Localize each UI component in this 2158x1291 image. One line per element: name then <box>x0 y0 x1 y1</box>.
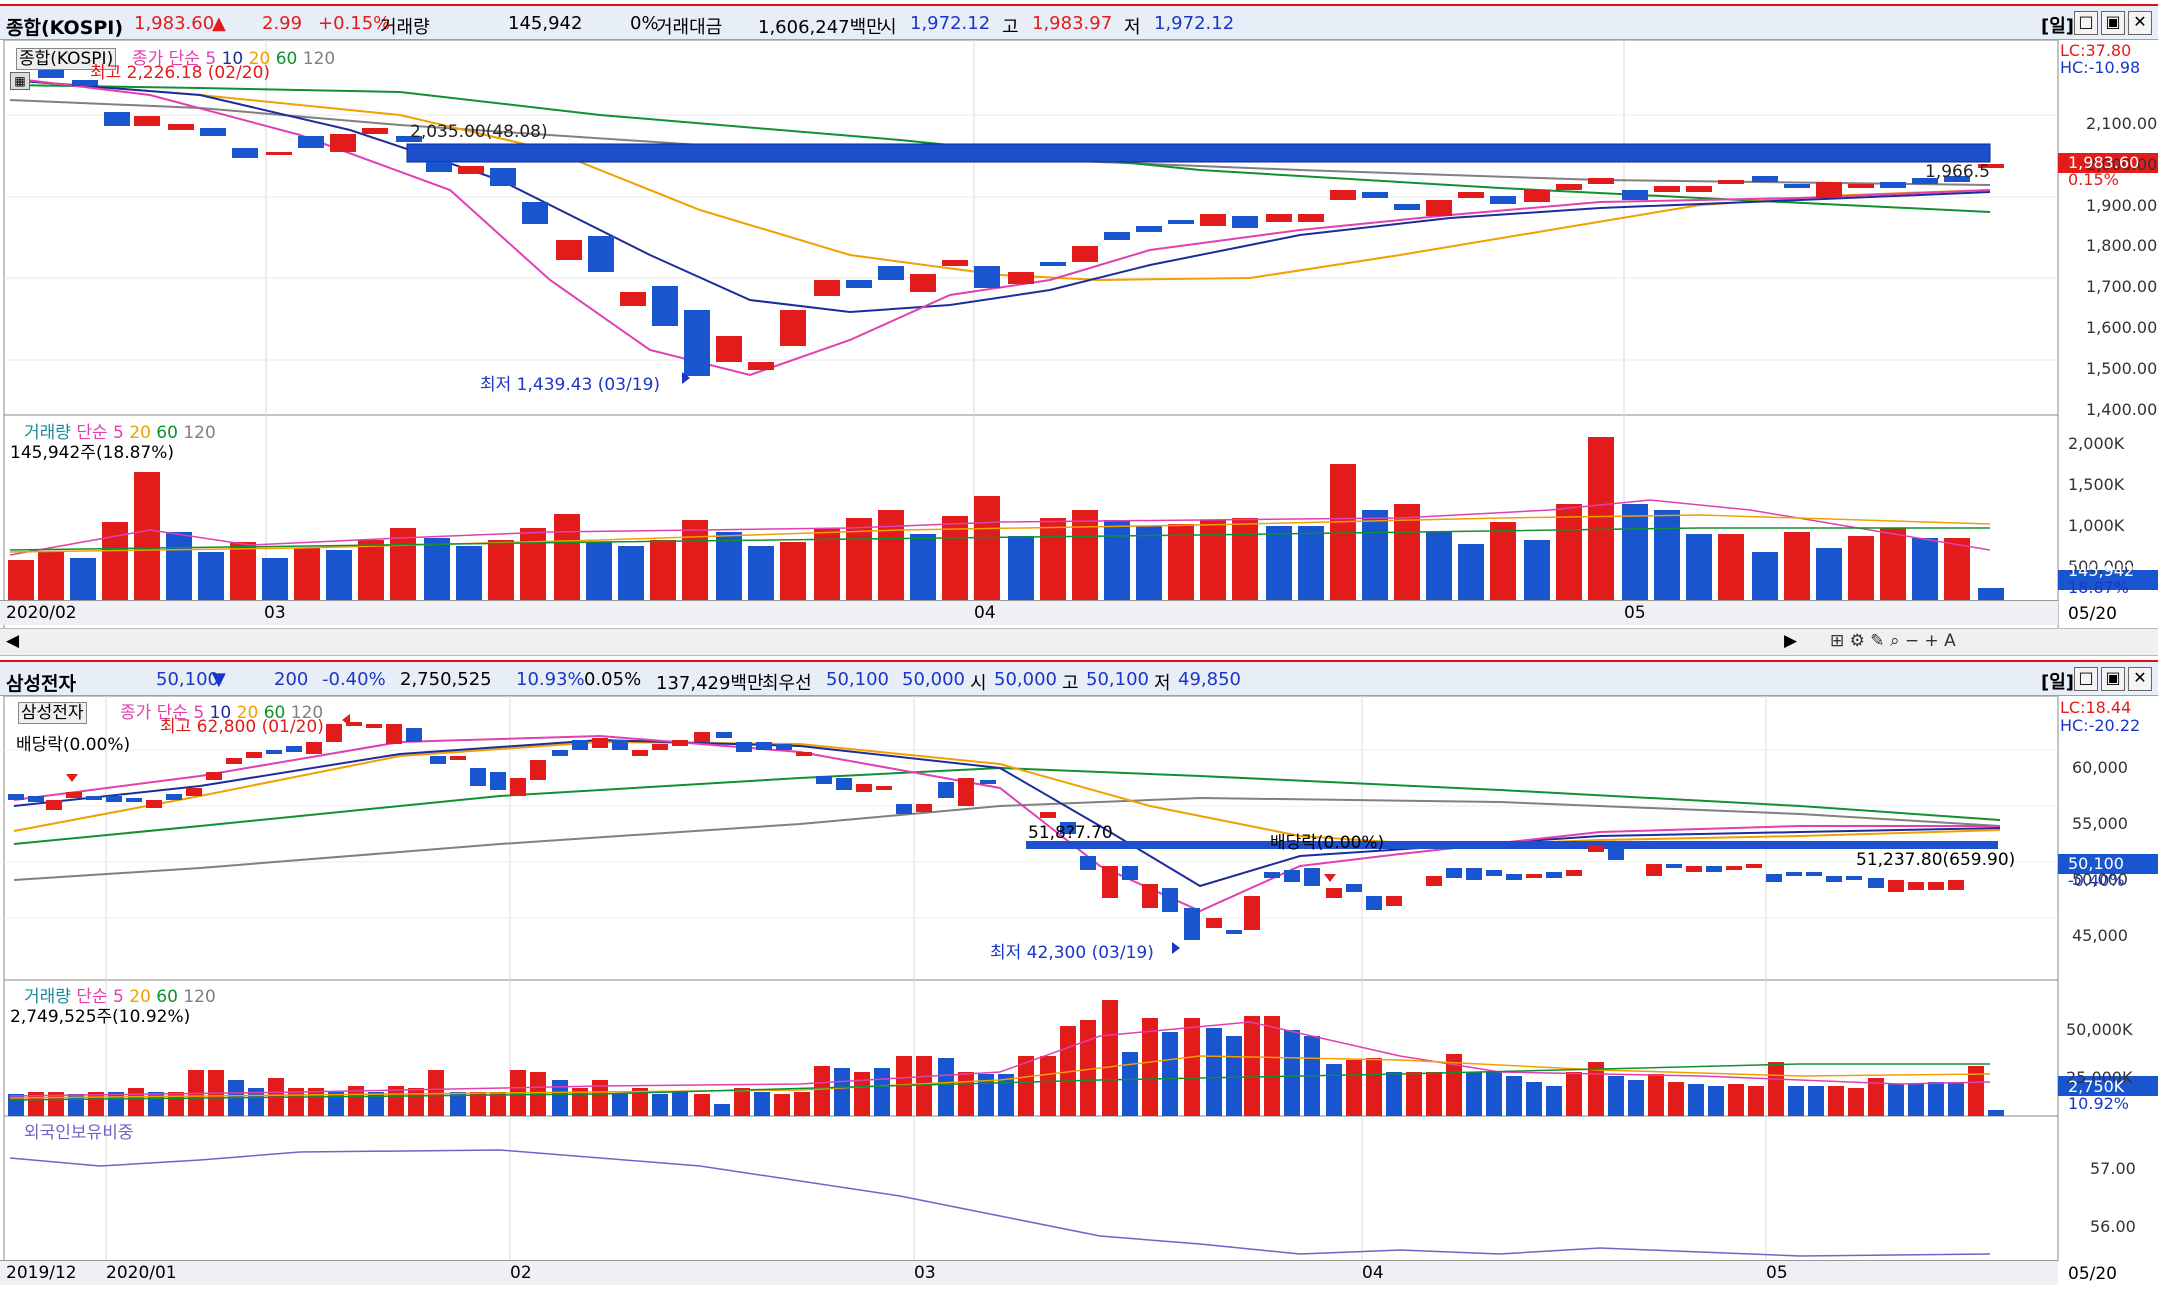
kospi-price: 1,983.60 <box>134 13 215 34</box>
kospi-chart[interactable] <box>0 40 2158 640</box>
samsung-volume-y-axis: 50,000K 25,000K <box>2066 1020 2133 1087</box>
period-selector[interactable]: [일] <box>2040 672 2074 693</box>
kospi-volume-legend: 거래량 단순 5 20 60 120 <box>24 423 216 443</box>
samsung-price: 50,100 <box>156 669 219 690</box>
maximize-icon[interactable]: ▣ <box>2101 667 2125 691</box>
foreign-holding-label: 외국인보유비중 <box>24 1123 134 1143</box>
samsung-date-axis: 2019/12 2020/01 02 03 04 05 <box>0 1260 2058 1285</box>
samsung-change-pct: -0.40% <box>322 669 386 690</box>
volume-label: 거래량 <box>380 17 430 38</box>
dividend-arrow-icon <box>1324 874 1336 882</box>
samsung-y-axis: 60,000 55,000 50,000 45,000 <box>2072 758 2128 945</box>
kospi-current-pct: 0.15% <box>2068 170 2119 189</box>
kospi-amount: 1,606,247백만 <box>758 17 883 38</box>
maximize-icon[interactable]: ▣ <box>2101 11 2125 35</box>
samsung-current-pct: -0.40% <box>2068 871 2125 890</box>
scroll-left-icon[interactable]: ◀ <box>6 631 20 651</box>
low-label: 저 <box>1124 17 1141 38</box>
scroll-right-icon[interactable]: ▶ <box>1784 631 1798 651</box>
samsung-other-pct: 0.05% <box>584 669 642 690</box>
samsung-open: 50,000 <box>994 669 1057 690</box>
samsung-amount: 137,429백만 <box>656 673 764 694</box>
open-label: 시 <box>970 673 987 694</box>
best-bid: 50,000 <box>902 669 965 690</box>
kospi-hc: HC:-10.98 <box>2060 58 2141 77</box>
close-icon[interactable]: ✕ <box>2128 11 2152 35</box>
dividend-label: 배당락(0.00%) <box>16 735 131 755</box>
low-label: 저 <box>1154 673 1171 694</box>
kospi-open: 1,972.12 <box>910 13 991 34</box>
grid-icon[interactable]: ▦ <box>10 72 30 90</box>
samsung-low: 49,850 <box>1178 669 1241 690</box>
samsung-ma-legend: 종가 단순 5 10 20 60 120 <box>120 703 324 723</box>
samsung-candles <box>8 722 1964 940</box>
kospi-info-bar: 종합(KOSPI) 1,983.60 ▲ 2.99 +0.15% 거래량 145… <box>0 4 2158 40</box>
kospi-low: 1,972.12 <box>1154 13 1235 34</box>
samsung-volume-pct: 10.92% <box>2068 1094 2130 1113</box>
chart-toolbar-icons[interactable]: ⊞ ⚙ ✎ ⌕ − + A <box>1830 631 1956 651</box>
restore-icon[interactable]: □ <box>2074 11 2098 35</box>
samsung-lc: LC:18.44 <box>2060 698 2132 717</box>
kospi-volume-value: 145,942주(18.87%) <box>10 443 175 463</box>
kospi-scrollbar[interactable]: ◀ ▶ ⊞ ⚙ ✎ ⌕ − + A <box>0 628 2158 656</box>
samsung-high-note: 최고 62,800 (01/20) <box>160 717 324 737</box>
kospi-high-note: 최고 2,226.18 (02/20) <box>90 63 271 83</box>
samsung-turnover: 10.93% <box>516 669 585 690</box>
low-arrow-icon <box>1172 942 1180 954</box>
restore-icon[interactable]: □ <box>2074 667 2098 691</box>
samsung-change: 200 <box>274 669 309 690</box>
kospi-lc: LC:37.80 <box>2060 41 2132 60</box>
amount-label: 거래대금 <box>656 17 723 38</box>
close-icon[interactable]: ✕ <box>2128 667 2152 691</box>
kospi-volume: 145,942 <box>508 13 583 34</box>
samsung-low-note: 최저 42,300 (03/19) <box>990 943 1154 963</box>
dividend-arrow-icon <box>66 774 78 782</box>
kospi-name[interactable]: 종합(KOSPI) <box>6 17 124 39</box>
kospi-volume-pct: 0% <box>630 13 659 34</box>
foreign-y-axis: 57.00 56.00 <box>2090 1159 2136 1236</box>
high-label: 고 <box>1002 17 1019 38</box>
kospi-volume-pct: 18.87% <box>2068 578 2130 597</box>
kospi-last-label: 1,966.5 <box>1925 162 1990 182</box>
samsung-current-tag: 50,100 <box>2068 854 2124 873</box>
up-arrow-icon: ▲ <box>212 13 226 34</box>
samsung-volume-legend: 거래량 단순 5 20 60 120 <box>24 987 216 1007</box>
best-ask: 50,100 <box>826 669 889 690</box>
kospi-series-label: 종합(KOSPI) <box>16 44 117 70</box>
low-arrow-icon <box>682 372 690 384</box>
kospi-box-label: 2,035.00(48.08) <box>410 122 548 142</box>
open-label: 시 <box>880 17 897 38</box>
samsung-last-label: 51,237.80(659.90) <box>1856 850 2016 870</box>
kospi-low-note: 최저 1,439.43 (03/19) <box>480 375 661 395</box>
samsung-volume-value: 2,749,525주(10.92%) <box>10 1007 191 1027</box>
samsung-series-label: 삼성전자 <box>18 698 87 724</box>
kospi-high: 1,983.97 <box>1032 13 1113 34</box>
samsung-hc: HC:-20.22 <box>2060 716 2141 735</box>
down-arrow-icon: ▼ <box>212 669 226 690</box>
kospi-volume-tag: 145,942 <box>2068 561 2135 580</box>
samsung-volume-tag: 2,750K <box>2068 1077 2125 1096</box>
kospi-y-axis: 2,100.00 2,000.00 1,900.00 1,800.00 1,700.… <box>2086 114 2158 419</box>
samsung-high: 50,100 <box>1086 669 1149 690</box>
high-label: 고 <box>1062 673 1079 694</box>
kospi-current-tag: 1,983.60 <box>2068 153 2140 172</box>
high-arrow-icon <box>342 714 350 726</box>
samsung-box-label: 51,8?7.70 <box>1028 823 1113 843</box>
kospi-date-axis: 2020/02 03 04 05 <box>0 600 2058 625</box>
samsung-info-bar: 삼성전자 50,100 ▼ 200 -0.40% 2,750,525 10.93… <box>0 660 2158 696</box>
samsung-chart[interactable] <box>0 696 2158 1261</box>
samsung-volume: 2,750,525 <box>400 669 492 690</box>
best-label: 최우선 <box>762 673 812 694</box>
kospi-volume-y-axis: 2,000K 1,500K 1,000K 500,000 <box>2068 434 2135 576</box>
kospi-change-pct: +0.15% <box>318 13 391 34</box>
samsung-last-date: 05/20 <box>2068 1264 2117 1284</box>
kospi-change: 2.99 <box>262 13 303 34</box>
kospi-ma-legend: 종가 단순 5 10 20 60 120 <box>132 49 336 69</box>
period-selector[interactable]: [일] <box>2040 16 2074 37</box>
kospi-candles <box>38 68 2004 376</box>
kospi-last-date: 05/20 <box>2068 604 2117 624</box>
samsung-name[interactable]: 삼성전자 <box>6 673 76 695</box>
dividend-label: 배당락(0.00%) <box>1270 833 1385 853</box>
